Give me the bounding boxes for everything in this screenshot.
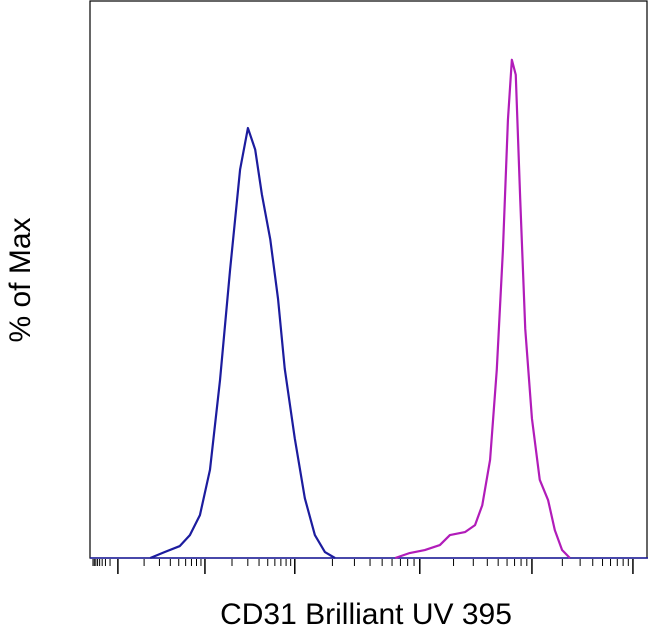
histogram-line (149, 126, 336, 560)
y-axis-label: % of Max (4, 217, 37, 342)
x-axis-label: CD31 Brilliant UV 395 (220, 598, 512, 631)
plot-frame (89, 0, 648, 559)
histogram-line (394, 58, 571, 560)
